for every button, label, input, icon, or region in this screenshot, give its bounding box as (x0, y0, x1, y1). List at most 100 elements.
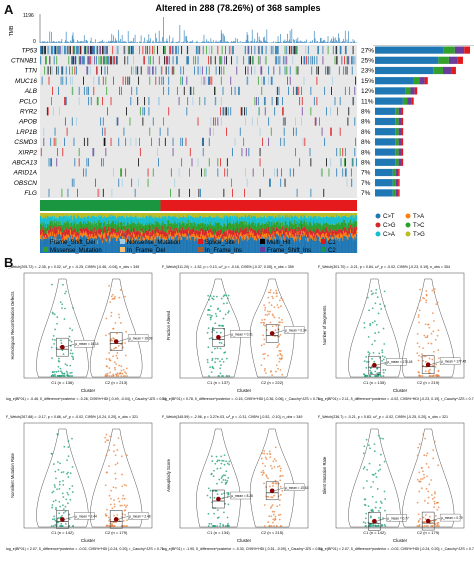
freq-segment (448, 56, 458, 64)
mutation-cell (351, 66, 353, 75)
mutation-cell (254, 66, 256, 75)
mutation-cell (89, 56, 91, 65)
titv-segment (175, 230, 177, 235)
mutation-cell (64, 97, 66, 106)
mutation-cell (245, 148, 247, 157)
titv-segment (269, 216, 272, 226)
titv-legend-swatch (375, 222, 381, 228)
titv-segment (325, 222, 327, 228)
titv-segment (217, 232, 219, 237)
titv-segment (130, 240, 132, 253)
mutation-cell (187, 56, 189, 65)
titv-segment (175, 234, 177, 238)
titv-segment (59, 213, 61, 216)
titv-segment (162, 213, 164, 216)
titv-segment (89, 216, 91, 223)
tmb-bar (283, 41, 285, 43)
data-point (264, 309, 266, 311)
data-point (424, 336, 427, 339)
data-point (109, 503, 112, 506)
data-point (434, 515, 437, 517)
tmb-bar (233, 41, 235, 43)
mutation-cell (175, 46, 177, 55)
titv-segment (47, 233, 49, 238)
data-point (112, 486, 115, 489)
mutation-cell (178, 168, 180, 177)
mutation-cell (355, 137, 357, 146)
titv-segment (145, 239, 148, 253)
titv-segment (250, 218, 252, 225)
titv-segment (305, 240, 307, 253)
data-point (380, 525, 383, 527)
mutation-cell (106, 56, 108, 65)
titv-segment (233, 238, 235, 243)
mutation-cell (353, 97, 355, 106)
tmb-bar (133, 38, 134, 43)
data-point (278, 335, 281, 338)
titv-segment (315, 238, 317, 241)
data-point (422, 433, 425, 436)
titv-segment (225, 232, 227, 237)
titv-segment (60, 213, 62, 217)
mutation-cell (168, 66, 170, 75)
gene-label: APOB (18, 119, 38, 126)
data-point (267, 521, 270, 523)
tmb-bar (346, 39, 348, 43)
titv-segment (225, 225, 227, 233)
titv-segment (110, 222, 112, 228)
mutation-cell (61, 188, 63, 197)
data-point (362, 487, 365, 489)
gene-frequency-bar (375, 179, 400, 187)
mutation-cell (76, 117, 77, 126)
mutation-cell (101, 158, 102, 167)
freq-segment (375, 107, 396, 115)
titv-segment (129, 231, 131, 235)
titv-segment (73, 229, 75, 235)
data-point (369, 322, 372, 325)
data-point (267, 354, 269, 357)
data-point (109, 359, 111, 362)
data-point (112, 327, 115, 330)
titv-segment (56, 220, 58, 227)
mutation-cell (129, 76, 131, 85)
titv-segment (96, 243, 98, 253)
titv-segment (307, 237, 309, 242)
titv-segment (100, 222, 102, 230)
mutation-cell (104, 137, 106, 146)
tmb-bar (267, 41, 269, 43)
titv-segment (132, 231, 134, 238)
titv-segment (313, 216, 315, 224)
violin-panel-grid: F_Welch(205.72) = -2.35, p = 0.02, ω²_p … (6, 265, 474, 551)
titv-segment (176, 217, 178, 224)
titv-segment (352, 231, 354, 236)
titv-segment (189, 229, 191, 237)
data-point (210, 314, 213, 317)
titv-segment (180, 234, 182, 240)
variant-legend-label: C1 (328, 240, 336, 246)
data-point (383, 523, 386, 526)
tmb-bar (145, 42, 146, 43)
mutation-cell (122, 76, 124, 85)
titv-segment (168, 220, 170, 230)
tmb-bar (230, 42, 231, 43)
titv-segment (284, 235, 286, 240)
titv-segment (276, 221, 278, 228)
mutation-cell (78, 86, 80, 95)
mutation-cell (105, 56, 107, 65)
titv-segment (341, 237, 343, 253)
titv-segment (173, 213, 175, 217)
data-point (206, 313, 209, 316)
titv-segment (257, 213, 259, 218)
mutation-cell (226, 56, 227, 65)
titv-segment (283, 225, 285, 232)
titv-segment (208, 213, 210, 216)
gene-frequency-bar (375, 138, 404, 146)
data-point (422, 516, 425, 519)
titv-segment (225, 217, 227, 226)
titv-segment (183, 213, 185, 217)
titv-segment (74, 221, 76, 229)
freq-segment (454, 46, 465, 54)
mutation-cell (352, 158, 354, 167)
titv-segment (83, 233, 85, 236)
titv-segment (185, 222, 187, 230)
